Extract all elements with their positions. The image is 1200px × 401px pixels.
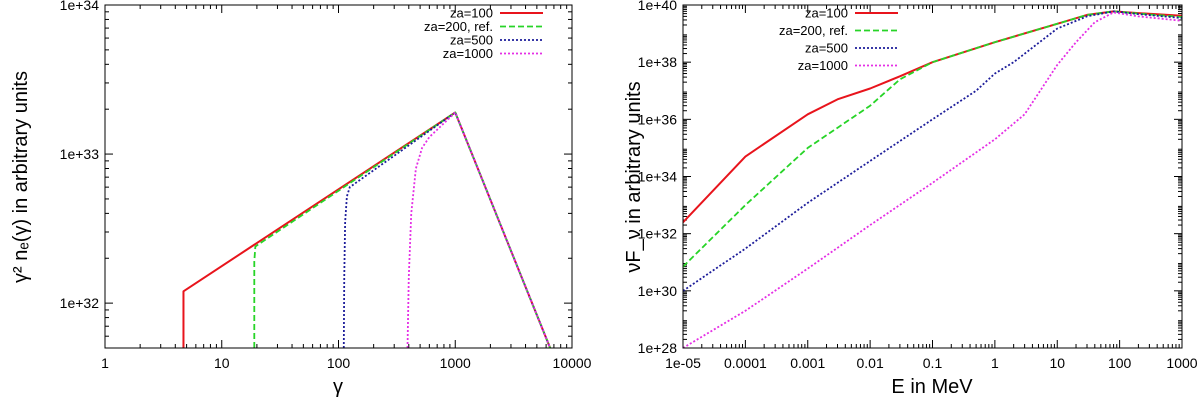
series-lines: [683, 10, 1182, 348]
series-line-4: [406, 111, 551, 348]
x-tick-label: 100: [1108, 355, 1132, 371]
series-line-2: [253, 111, 551, 348]
x-tick-label: 1: [101, 355, 109, 371]
y-tick-label: 1e+30: [638, 283, 678, 299]
minor-ticks: [105, 5, 572, 348]
x-axis-title: γ: [333, 376, 343, 398]
y-tick-label: 1e+36: [638, 111, 678, 127]
legend-label: za=200, ref.: [424, 19, 493, 34]
series-line-1: [683, 10, 1182, 223]
x-tick-label: 1000: [1166, 355, 1197, 371]
x-tick-label: 100: [327, 355, 351, 371]
x-tick-label: 0.1: [923, 355, 943, 371]
x-tick-label: 1e-05: [665, 355, 701, 371]
series-line-1: [182, 111, 552, 348]
x-tick-label: 1000: [440, 355, 471, 371]
legend: za=100 za=200, ref. za=500 za=1000: [779, 6, 898, 73]
series-line-3: [683, 10, 1182, 292]
y-axis-title: γ² nₑ(γ) in arbitrary units: [10, 71, 32, 283]
legend-label: za=200, ref.: [779, 23, 848, 38]
legend-label: za=1000: [443, 46, 493, 61]
x-tick-label: 10000: [553, 355, 592, 371]
y-tick-label: 1e+28: [638, 340, 678, 356]
y-axis-title: νF_ν in arbitrary units: [623, 81, 645, 272]
x-tick-label: 10: [1049, 355, 1065, 371]
plot-frame: [104, 4, 573, 349]
y-tick-label: 1e+38: [638, 54, 678, 70]
x-tick-label: 10: [214, 355, 230, 371]
chart-2: 1e-05 0.0001 0.001 0.01 0.1 1 10 100 1000 1e+28 1e…: [623, 0, 1198, 398]
x-axis-title: E in MeV: [891, 376, 973, 398]
x-tick-label: 0.0001: [724, 355, 767, 371]
x-tick-label: 0.001: [790, 355, 825, 371]
series-line-3: [342, 111, 551, 348]
plot-frame: [682, 4, 1183, 349]
y-tick-label: 1e+32: [638, 226, 678, 242]
y-tick-label: 1e+33: [60, 146, 100, 162]
y-tick-label: 1e+34: [638, 169, 678, 185]
y-tick-label: 1e+40: [638, 0, 678, 13]
legend-label: za=100: [450, 6, 493, 21]
series-line-2: [683, 10, 1182, 268]
legend-label: za=1000: [798, 58, 848, 73]
legend-label: za=500: [450, 33, 493, 48]
y-tick-label: 1e+34: [60, 0, 100, 13]
chart-1: 1 10 100 1000 10000 1e+32 1e+33 1e+34 za=100za=2…: [10, 0, 592, 398]
legend-label: za=500: [805, 41, 848, 56]
x-tick-label: 0.01: [857, 355, 884, 371]
x-tick-label: 1: [991, 355, 999, 371]
y-tick-label: 1e+32: [60, 295, 100, 311]
minor-ticks: [683, 5, 1182, 348]
series-lines: [182, 111, 552, 348]
legend-label: za=100: [805, 6, 848, 21]
